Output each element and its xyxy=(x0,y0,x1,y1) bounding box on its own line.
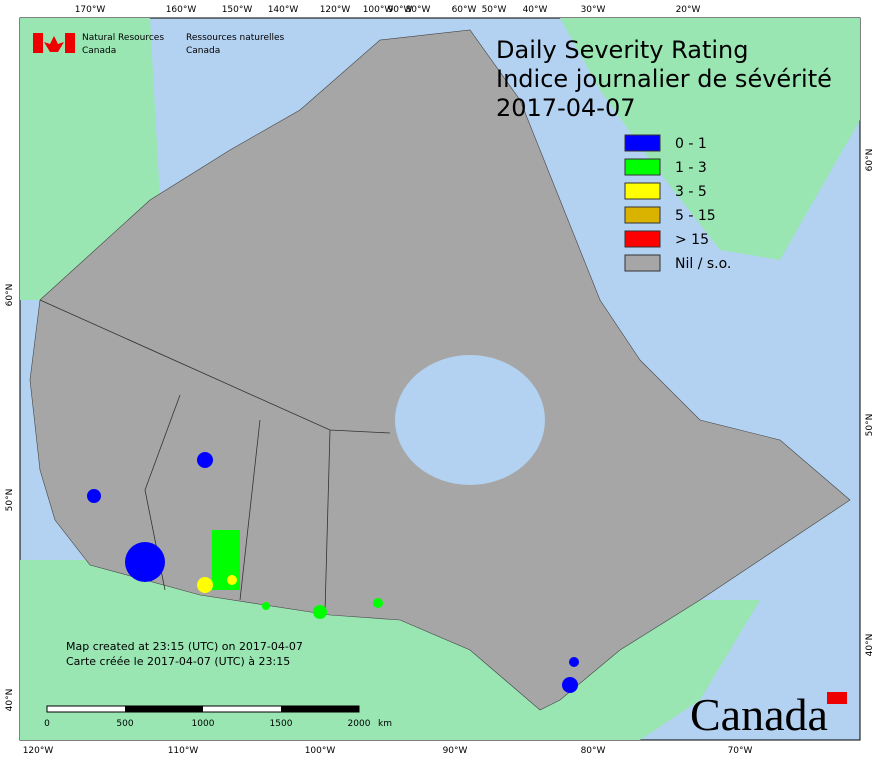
graticule-label: 40°N xyxy=(865,634,875,657)
border xyxy=(239,419,261,601)
graticule-label: 40°N xyxy=(5,689,15,712)
scale-label: 0 xyxy=(44,719,50,729)
title: Indice journalier de sévérité xyxy=(496,65,832,93)
graticule-label: 100°W xyxy=(305,746,336,756)
legend-swatch xyxy=(624,182,661,200)
scale-label: 1000 xyxy=(192,719,215,729)
graticule-label: 50°N xyxy=(865,414,875,437)
legend-label: > 15 xyxy=(675,232,709,248)
credit: Map created at 23:15 (UTC) on 2017-04-07 xyxy=(66,640,303,653)
legend-swatch xyxy=(624,206,661,224)
scale-label: 1500 xyxy=(270,719,293,729)
graticule-label: 50°N xyxy=(5,489,15,512)
agency-en: Canada xyxy=(82,46,116,56)
legend-label: 3 - 5 xyxy=(675,184,707,200)
title: 2017-04-07 xyxy=(496,94,635,122)
graticule-label: 80°W xyxy=(581,746,606,756)
graticule-label: 90°W xyxy=(388,5,413,15)
legend-swatch xyxy=(624,158,661,176)
flag xyxy=(33,33,43,53)
graticule-label: 60°N xyxy=(5,284,15,307)
graticule-label: 160°W xyxy=(166,5,197,15)
legend-swatch xyxy=(624,254,661,272)
scale-label: 500 xyxy=(116,719,133,729)
graticule-label: 80°W xyxy=(406,5,431,15)
scale-bar xyxy=(46,705,360,713)
greenland xyxy=(560,18,860,260)
graticule-label: 100°W xyxy=(363,5,394,15)
graticule-label: 140°W xyxy=(268,5,299,15)
graticule-label: 50°W xyxy=(482,5,507,15)
graticule-label: 110°W xyxy=(168,746,199,756)
united-states xyxy=(20,560,760,740)
flag xyxy=(44,36,64,52)
scale-label: 2000 xyxy=(348,719,371,729)
graticule-label: 90°W xyxy=(443,746,468,756)
border xyxy=(324,429,331,613)
legend-swatch xyxy=(624,134,661,152)
scale-unit: km xyxy=(378,719,392,729)
graticule-label: 120°W xyxy=(23,746,54,756)
graticule-label: 70°W xyxy=(728,746,753,756)
legend-swatch xyxy=(624,230,661,248)
alaska xyxy=(20,18,160,300)
wordmark: Canada xyxy=(690,689,828,740)
graticule-label: 170°W xyxy=(75,5,106,15)
graticule-label: 30°W xyxy=(581,5,606,15)
title: Daily Severity Rating xyxy=(496,36,748,64)
graticule-label: 60°N xyxy=(865,149,875,172)
graticule-label: 20°W xyxy=(676,5,701,15)
agency-fr: Canada xyxy=(186,46,220,56)
legend-label: 5 - 15 xyxy=(675,208,716,224)
legend-label: 1 - 3 xyxy=(675,160,707,176)
wordmark-flag xyxy=(827,692,847,704)
graticule-label: 40°W xyxy=(523,5,548,15)
legend-label: Nil / s.o. xyxy=(675,256,731,272)
graticule-label: 120°W xyxy=(320,5,351,15)
credit: Carte créée le 2017-04-07 (UTC) à 23:15 xyxy=(66,655,290,668)
graticule-label: 60°W xyxy=(452,5,477,15)
fire-spots xyxy=(87,452,579,693)
agency-fr: Ressources naturelles xyxy=(186,33,285,43)
legend-label: 0 - 1 xyxy=(675,136,707,152)
agency-en: Natural Resources xyxy=(82,33,164,43)
flag xyxy=(65,33,75,53)
hudson-bay xyxy=(395,355,545,485)
graticule-label: 150°W xyxy=(222,5,253,15)
